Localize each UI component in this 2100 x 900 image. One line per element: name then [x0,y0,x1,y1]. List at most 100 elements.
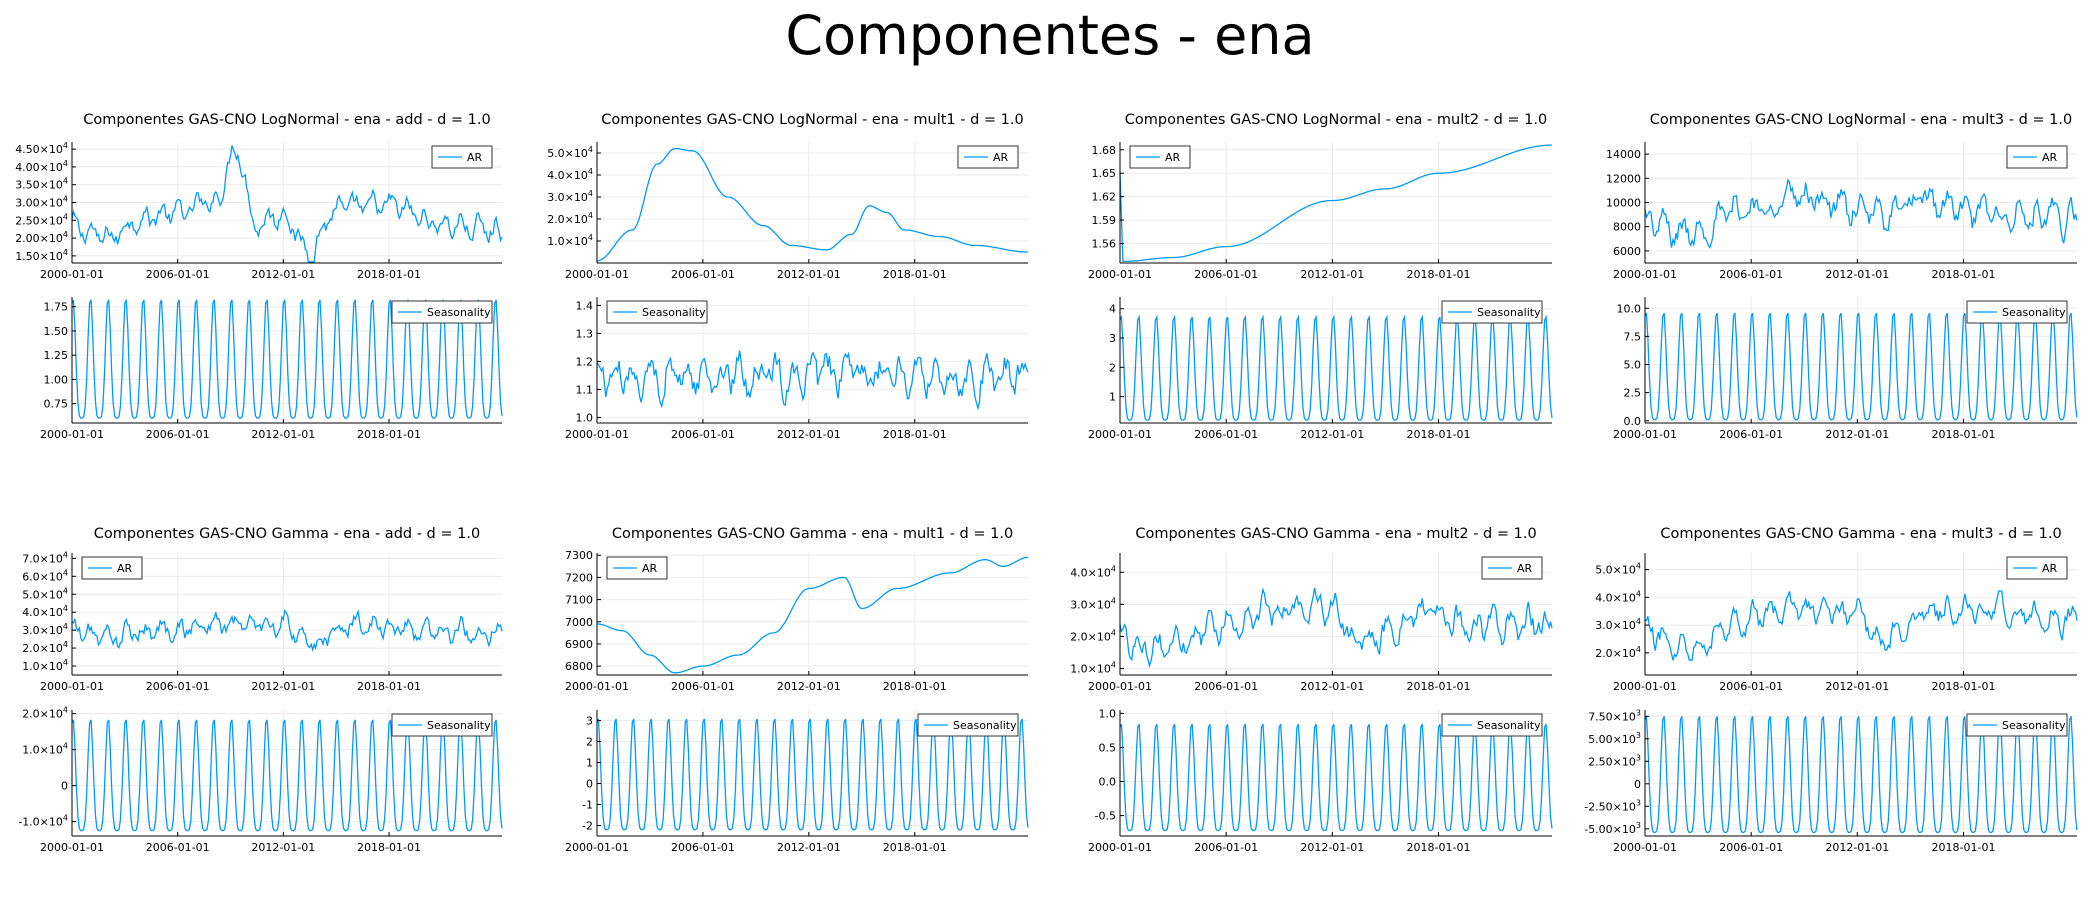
y-tick-label: 7200 [565,571,593,584]
series-line [1119,587,1553,669]
y-tick-label: 3.0×104 [22,622,68,637]
seasonality-panel: -1.0×104 0 1.0×104 2.0×104 2000-01-01 2006-01… [18,706,503,854]
legend: Seasonality [391,300,493,324]
x-tick-label: 2006-01-01 [1194,428,1258,441]
y-tick-label: 6900 [565,638,593,651]
y-tick-label: 2 [586,736,593,749]
legend-label: Seasonality [427,306,491,319]
legend: Seasonality [1966,300,2068,324]
x-tick-label: 2018-01-01 [357,680,421,693]
y-tick-label: 1.0×104 [1070,661,1116,676]
x-tick-label: 2012-01-01 [777,428,841,441]
legend: Seasonality [606,300,708,324]
legend-label: AR [642,562,658,575]
y-tick-label: 12000 [1606,172,1641,185]
x-tick-label: 2000-01-01 [40,428,104,441]
y-tick-label: 7.5 [1624,330,1642,343]
x-tick-label: 2006-01-01 [1719,841,1783,854]
series-line [71,609,503,653]
x-tick-label: 2000-01-01 [565,428,629,441]
y-tick-label: 3 [1109,332,1116,345]
x-tick-label: 2018-01-01 [883,428,947,441]
y-tick-label: 1.0×104 [547,233,593,248]
y-tick-label: 0 [61,780,68,793]
y-tick-label: 1.50×104 [15,248,68,263]
legend-label: AR [2042,562,2058,575]
y-tick-label: 1.0×104 [22,658,68,673]
y-tick-label: 2.0×104 [22,706,68,721]
ar-panel: 1.0×104 2.0×104 3.0×104 4.0×104 5.0×104 2000-… [547,142,1028,281]
y-tick-label: 5.0×104 [547,145,593,160]
y-tick-label: 7.50×103 [1588,708,1641,723]
y-tick-label: -0.5 [1095,810,1116,823]
x-tick-label: 2006-01-01 [1194,841,1258,854]
legend: AR [431,145,493,169]
y-tick-label: 14000 [1606,148,1641,161]
y-tick-label: -1 [582,799,593,812]
y-tick-label: 5.0×104 [1595,562,1641,577]
legend-label: Seasonality [427,719,491,732]
legend-box [1441,713,1543,737]
y-tick-label: 1.3 [576,327,594,340]
x-tick-label: 2006-01-01 [671,268,735,281]
x-tick-label: 2018-01-01 [1932,428,1996,441]
y-tick-label: 2.0×104 [547,211,593,226]
x-tick-label: 2000-01-01 [40,268,104,281]
chart-title: Componentes GAS-CNO Gamma - ena - mult3 … [1660,526,2061,542]
x-tick-label: 2000-01-01 [565,680,629,693]
y-tick-label: 1.0 [576,411,594,424]
x-tick-label: 2012-01-01 [777,268,841,281]
seasonality-panel: -5.00×103 -2.50×103 0 2.50×103 5.00×103 7.50×… [1584,708,2078,854]
y-tick-label: 0.0 [1099,776,1117,789]
x-tick-label: 2012-01-01 [1825,428,1889,441]
ar-panel: 1.56 1.59 1.62 1.65 1.68 2000-01-01 2006-01-01… [1088,142,1552,281]
y-tick-label: 5.0×104 [22,586,68,601]
y-tick-label: 2.0×104 [1070,628,1116,643]
legend: Seasonality [917,713,1019,737]
seasonality-panel: 1.0 1.1 1.2 1.3 1.4 2000-01-01 2006-01-01 2012-… [565,297,1029,441]
seasonality-panel: -0.5 0.0 0.5 1.0 2000-01-01 2006-01-01 2012-01… [1088,707,1553,854]
ar-panel: 2.0×104 3.0×104 4.0×104 5.0×104 2000-01-01 20… [1595,553,2078,693]
y-tick-label: 10.0 [1617,302,1642,315]
y-tick-label: 4.0×104 [22,604,68,619]
y-tick-label: 5.00×103 [1588,731,1641,746]
y-tick-label: 4.0×104 [1070,564,1116,579]
y-tick-label: 2.0×104 [22,640,68,655]
x-tick-label: 2000-01-01 [1613,680,1677,693]
y-tick-label: 0.5 [1099,741,1117,754]
legend: Seasonality [1441,713,1543,737]
series-line [1119,314,1553,421]
seasonality-panel: -2 -1 0 1 2 3 2000-01-01 2006-01-01 2012-01-01 20… [565,710,1029,854]
x-tick-label: 2018-01-01 [1407,268,1471,281]
x-tick-label: 2012-01-01 [777,841,841,854]
ar-panel: 6000 8000 10000 12000 14000 2000-01-01 2006-01… [1606,142,2078,281]
y-tick-label: 4.00×104 [15,159,68,174]
y-tick-label: 1 [1109,391,1116,404]
x-tick-label: 2018-01-01 [1407,841,1471,854]
chart-title: Componentes GAS-CNO LogNormal - ena - mu… [601,112,1023,128]
series-line [71,719,503,832]
x-tick-label: 2018-01-01 [1407,428,1471,441]
series-line [597,556,1029,674]
y-tick-label: -5.00×103 [1584,821,1641,836]
x-tick-label: 2006-01-01 [146,841,210,854]
ar-panel: 1.0×104 2.0×104 3.0×104 4.0×104 5.0×104 6.0×1… [22,550,503,693]
series-line [71,299,503,419]
y-tick-label: 6800 [565,660,593,673]
legend: Seasonality [1966,713,2068,737]
y-tick-label: 6000 [1613,245,1641,258]
y-tick-label: 2.50×104 [15,212,68,227]
chart-2: Componentes GAS-CNO LogNormal - ena - mu… [547,112,1029,441]
legend: AR [606,556,668,580]
legend-label: AR [1165,151,1181,164]
series-line [596,718,1029,831]
y-tick-label: 1.1 [576,383,594,396]
x-tick-label: 2006-01-01 [146,680,210,693]
legend-box [917,713,1019,737]
y-tick-label: 1.59 [1092,214,1117,227]
x-tick-label: 2000-01-01 [565,841,629,854]
chart-6: Componentes GAS-CNO Gamma - ena - mult1 … [565,526,1029,854]
x-tick-label: 2000-01-01 [1088,680,1152,693]
legend-label: Seasonality [2002,719,2066,732]
